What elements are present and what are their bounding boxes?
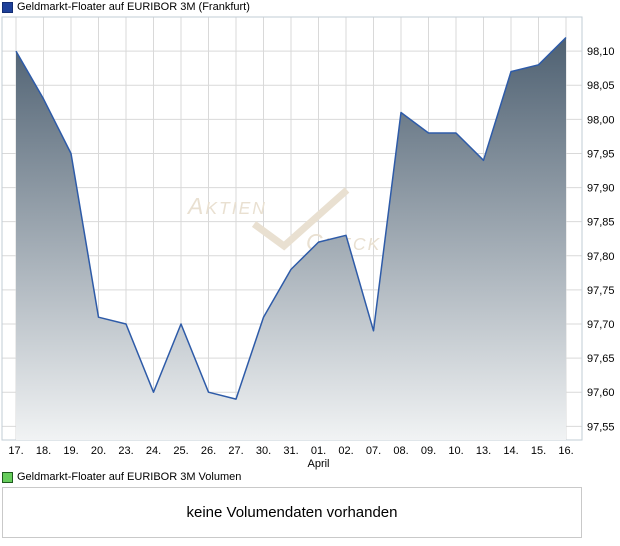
volume-placeholder-message: keine Volumendaten vorhanden	[186, 504, 398, 521]
y-tick-label: 97,90	[587, 183, 615, 195]
x-tick-label: 26.	[201, 445, 216, 457]
volume-legend-swatch-icon	[2, 472, 13, 483]
x-tick-label: 08.	[393, 445, 408, 457]
x-axis-month-label: April	[307, 458, 329, 470]
x-tick-label: 25.	[173, 445, 188, 457]
volume-legend-label: Geldmarkt-Floater auf EURIBOR 3M Volumen	[17, 471, 242, 483]
y-tick-label: 98,10	[587, 46, 615, 58]
y-tick-label: 97,75	[587, 285, 615, 297]
x-tick-label: 09.	[421, 445, 436, 457]
x-tick-label: 13.	[476, 445, 491, 457]
x-tick-label: 23.	[118, 445, 133, 457]
volume-legend: Geldmarkt-Floater auf EURIBOR 3M Volumen	[2, 472, 241, 483]
x-tick-label: 10.	[448, 445, 463, 457]
x-tick-label: 14.	[503, 445, 518, 457]
volume-placeholder-box: keine Volumendaten vorhanden	[2, 487, 582, 538]
price-line	[15, 36, 567, 400]
x-tick-label: 19.	[63, 445, 78, 457]
x-tick-label: 01.	[311, 445, 326, 457]
price-legend-label: Geldmarkt-Floater auf EURIBOR 3M (Frankf…	[17, 1, 250, 13]
watermark-check-icon	[251, 187, 350, 251]
x-tick-label: 07.	[366, 445, 381, 457]
y-tick-label: 98,05	[587, 80, 615, 92]
x-tick-label: 17.	[8, 445, 23, 457]
y-tick-label: 97,65	[587, 353, 615, 365]
x-tick-label: 02.	[338, 445, 353, 457]
y-tick-label: 97,80	[587, 251, 615, 263]
x-tick-label: 24.	[146, 445, 161, 457]
x-tick-label: 27.	[228, 445, 243, 457]
x-tick-label: 16.	[558, 445, 573, 457]
x-tick-label: 18.	[36, 445, 51, 457]
y-tick-label: 97,70	[587, 319, 615, 331]
price-legend: Geldmarkt-Floater auf EURIBOR 3M (Frankf…	[2, 2, 250, 13]
y-tick-label: 98,00	[587, 114, 615, 126]
x-tick-label: 30.	[256, 445, 271, 457]
price-legend-swatch-icon	[2, 2, 13, 13]
price-area	[16, 37, 566, 440]
x-tick-label: 31.	[283, 445, 298, 457]
x-tick-label: 15.	[531, 445, 546, 457]
x-tick-label: 20.	[91, 445, 106, 457]
watermark-word-aktien: AKTIEN	[186, 193, 267, 219]
y-tick-label: 97,85	[587, 217, 615, 229]
price-chart-svg: AKTIENCHECK98,1098,0598,0097,9597,9097,8…	[1, 16, 615, 470]
y-tick-label: 97,60	[587, 387, 615, 399]
y-tick-label: 97,55	[587, 421, 615, 433]
y-tick-label: 97,95	[587, 148, 615, 160]
